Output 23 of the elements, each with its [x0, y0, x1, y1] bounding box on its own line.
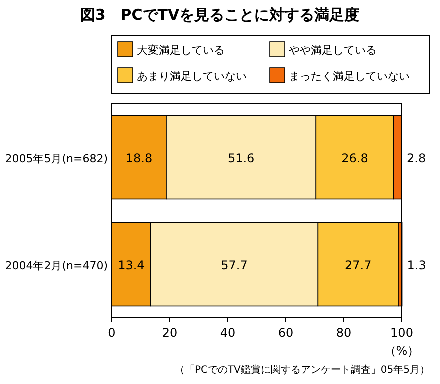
legend-label: あまり満足していない: [137, 70, 247, 83]
data-label: 13.4: [118, 258, 145, 272]
x-tick-label: 60: [278, 326, 294, 340]
legend-label: まったく満足していない: [289, 70, 410, 83]
data-label: 57.7: [221, 258, 248, 272]
x-tick-label: 80: [336, 326, 352, 340]
y-tick-label: 2005年5月(n=682): [5, 152, 108, 166]
data-label: 18.8: [126, 152, 153, 166]
chart-title: 図3 PCでTVを見ることに対する満足度: [80, 6, 360, 24]
text: （「PCでのTV鑑賞に関するアンケート調査」05年5月）: [174, 364, 430, 376]
data-label: 27.7: [344, 258, 372, 272]
data-label: 26.8: [342, 152, 368, 166]
x-tick-label: 40: [220, 326, 236, 340]
x-tick-label: 0: [108, 326, 116, 340]
data-label: 2.8: [407, 152, 426, 166]
data-label: 1.3: [407, 258, 426, 272]
data-label: 51.6: [228, 152, 255, 166]
legend-label: やや満足している: [289, 44, 377, 57]
x-tick-label: 100: [390, 326, 414, 340]
legend-label: 大変満足している: [137, 44, 225, 57]
y-tick-label: 2004年2月(n=470): [5, 260, 108, 272]
x-axis-title: （%）: [384, 344, 420, 358]
x-tick-label: 20: [162, 326, 178, 340]
